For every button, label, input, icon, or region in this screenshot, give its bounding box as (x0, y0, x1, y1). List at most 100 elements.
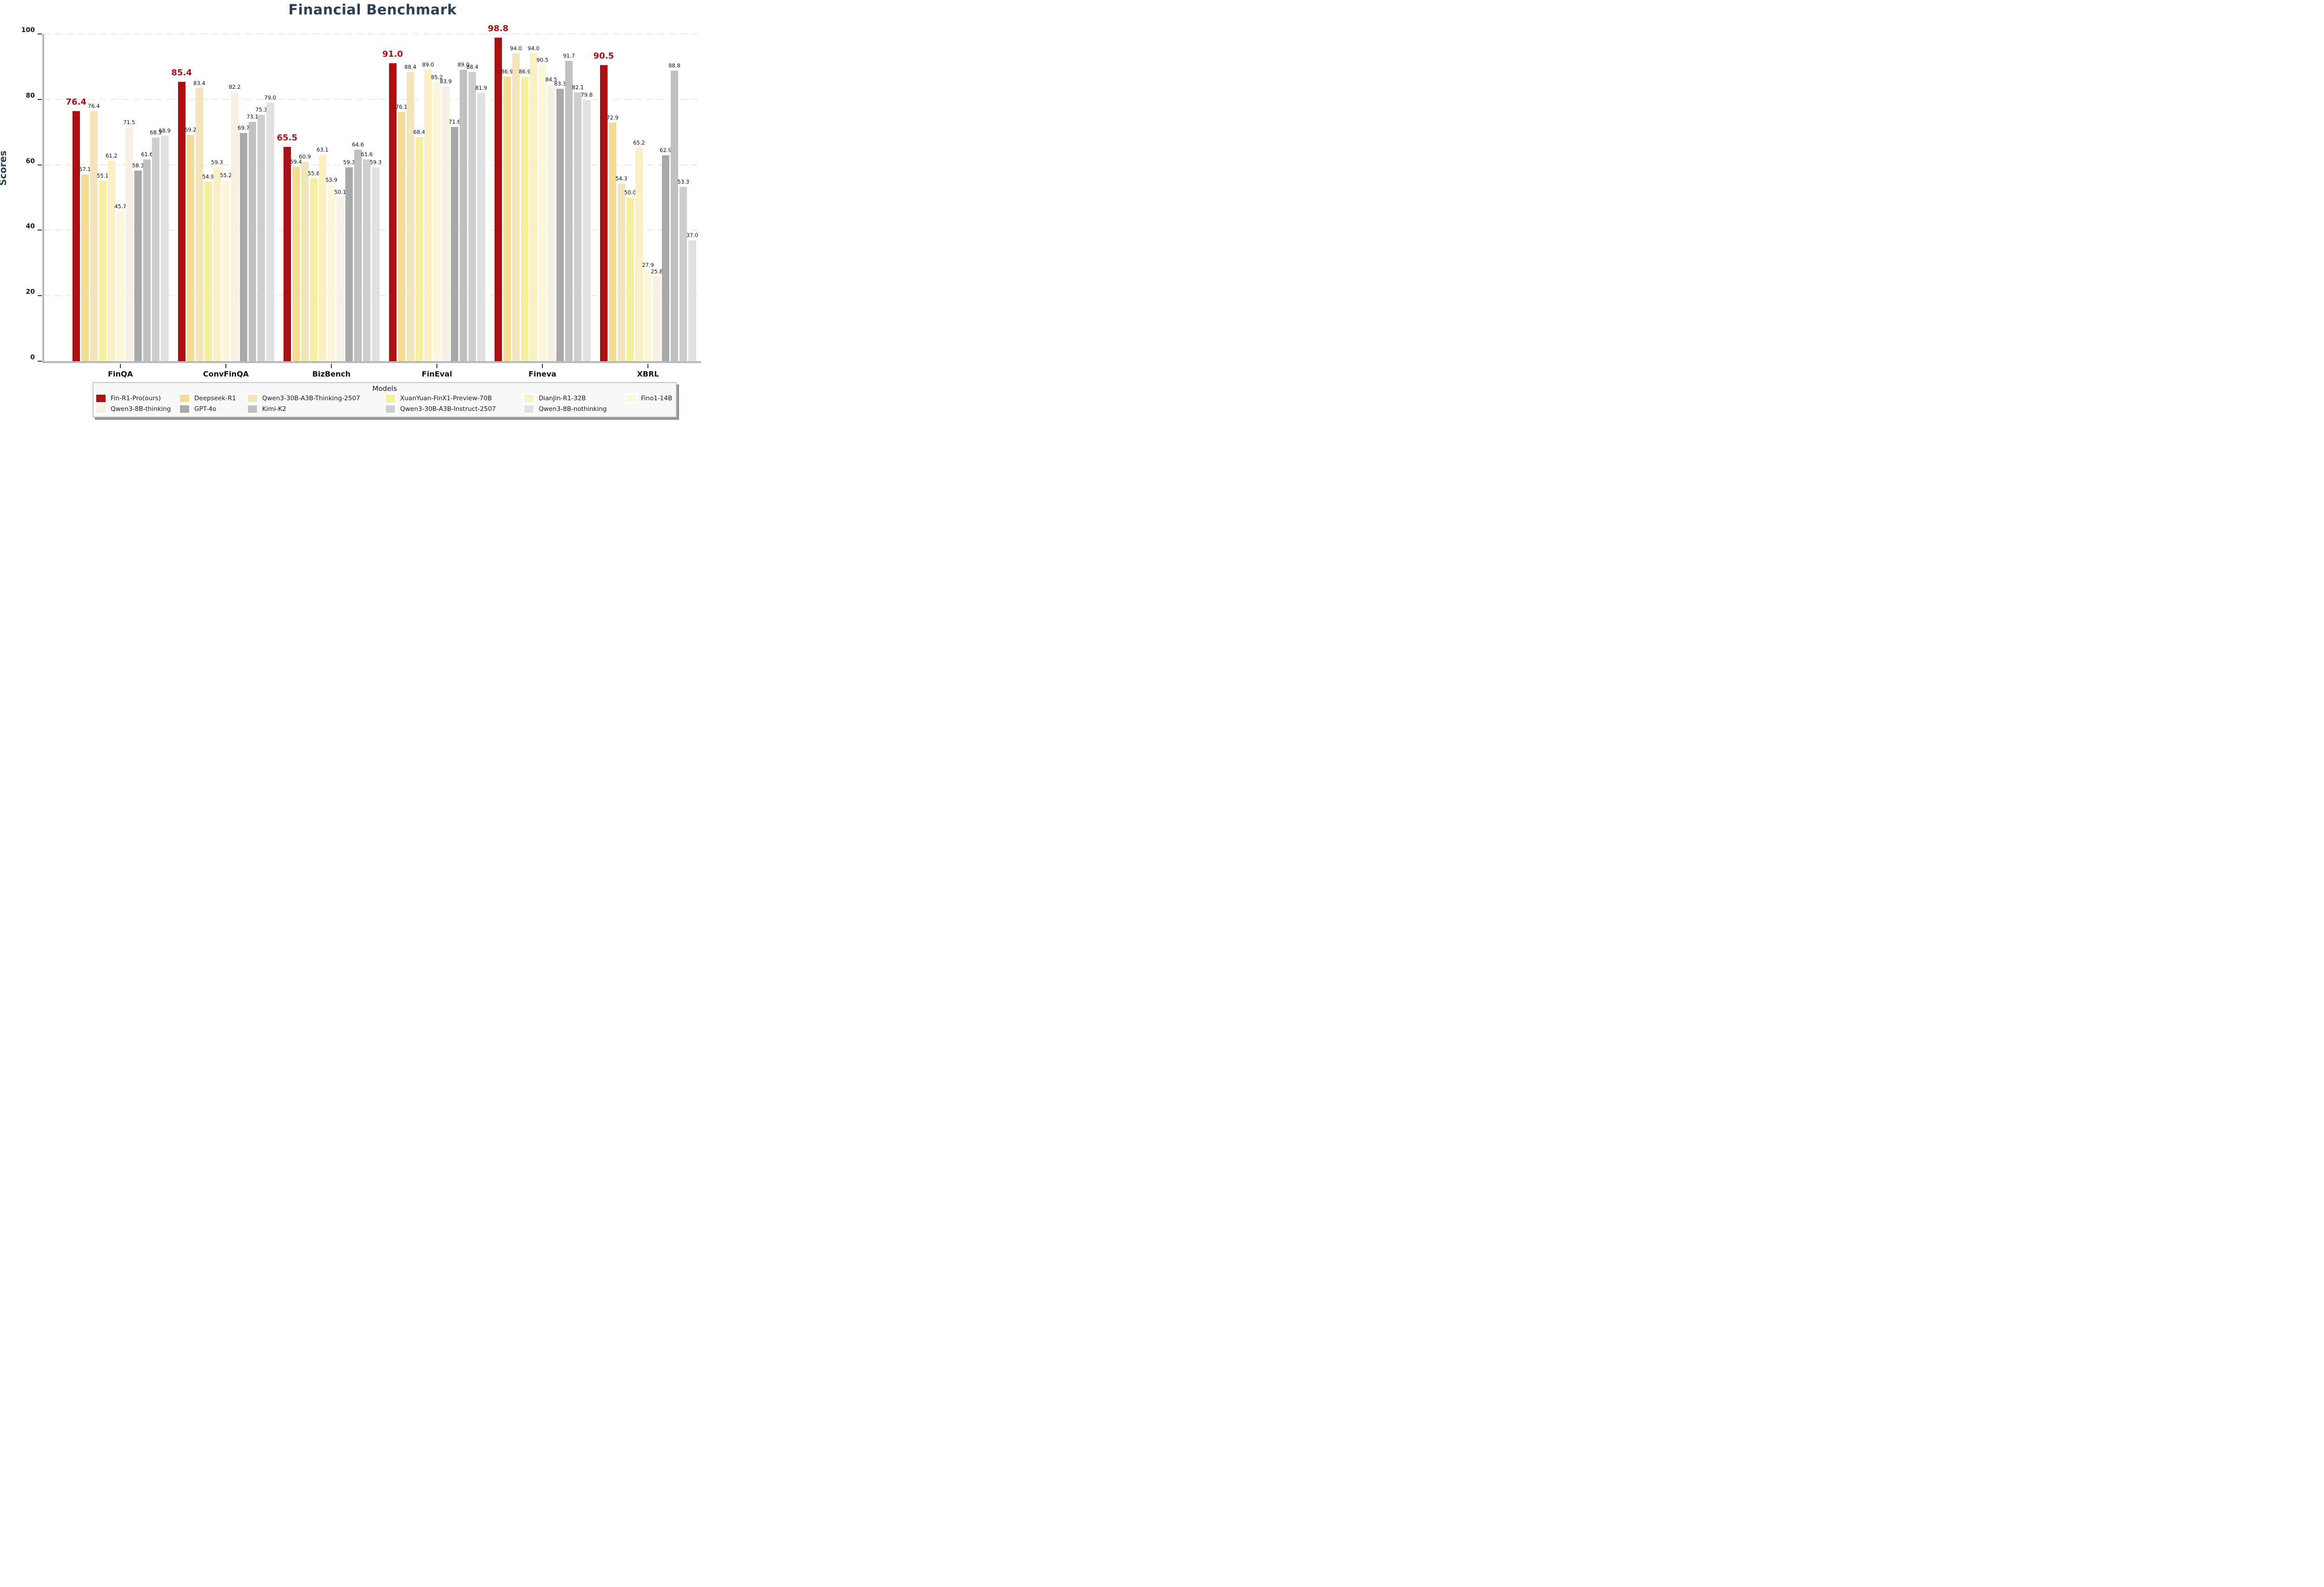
bar-value-label: 76.4 (88, 103, 100, 110)
bar-value-label: 73.1 (246, 113, 258, 120)
category-label-fineval: FinEval (422, 370, 452, 378)
bar (617, 183, 626, 361)
legend-item-label: Kimi-K2 (262, 405, 286, 413)
y-tick-label: 80 (26, 92, 35, 99)
legend-swatch (524, 405, 534, 413)
bar-value-label: 69.2 (184, 126, 197, 133)
x-tick-mark (120, 364, 121, 368)
bar-value-label: 88.8 (668, 62, 680, 69)
bar-value-label: 83.3 (554, 80, 566, 87)
bar (644, 270, 652, 361)
bar-value-label: 79.8 (581, 92, 593, 99)
y-tick-label: 40 (26, 223, 35, 231)
y-tick-label: 100 (21, 26, 35, 34)
legend-swatch (248, 395, 257, 402)
legend-item-label: Qwen3-30B-A3B-Thinking-2507 (262, 395, 360, 402)
bar-value-label: 68.9 (158, 127, 171, 134)
bar-value-label: 91.0 (382, 49, 403, 60)
bar (292, 166, 300, 361)
bar-value-label: 69.7 (238, 125, 250, 132)
x-tick-mark (331, 364, 332, 368)
legend-swatch (524, 395, 534, 402)
bar-value-label: 58.3 (132, 162, 144, 169)
bar-value-label: 98.8 (488, 24, 508, 34)
bar (389, 63, 396, 361)
bar (494, 38, 502, 361)
bar (538, 65, 547, 361)
bar (626, 198, 634, 361)
legend-box: Models Fin-R1-Pro(ours) Deepseek-R1 Qwen3-… (92, 382, 677, 417)
bar (450, 126, 459, 361)
bar (90, 111, 98, 361)
y-tick-mark (38, 33, 42, 34)
x-tick-mark (436, 364, 437, 368)
figure: Financial Benchmark Scores 0 20 40 60 80 100 F… (0, 0, 729, 420)
bar (679, 186, 687, 361)
bar-value-label: 89.0 (457, 61, 469, 68)
bar (231, 92, 239, 361)
bar-value-label: 27.9 (642, 261, 654, 268)
bar (152, 138, 160, 361)
bar (372, 167, 380, 361)
bar-value-label: 89.0 (422, 61, 434, 68)
bar-value-label: 59.3 (211, 159, 223, 165)
y-axis-label: Scores (0, 150, 8, 186)
bar-value-label: 90.5 (593, 51, 614, 61)
category-label-xbrl: XBRL (637, 370, 659, 378)
legend-swatch (96, 395, 106, 402)
bar-value-label: 86.9 (519, 68, 531, 75)
y-tick-mark (38, 99, 42, 100)
legend-swatch (386, 405, 395, 413)
bar-value-label: 71.5 (123, 119, 135, 126)
bar (547, 85, 555, 361)
legend-item-label: GPT-4o (194, 405, 217, 413)
bar (574, 93, 582, 361)
bar (468, 72, 476, 361)
y-axis-spine (42, 34, 44, 363)
bar-value-label: 55.8 (308, 170, 320, 177)
bar-value-label: 83.9 (440, 78, 452, 85)
y-tick-label: 0 (30, 354, 35, 361)
bar (143, 159, 151, 361)
bar (213, 167, 221, 361)
y-tick-mark (38, 361, 42, 362)
bar-value-label: 25.8 (651, 268, 663, 275)
bar (178, 81, 185, 361)
y-tick-mark (38, 295, 42, 297)
bar (608, 122, 617, 361)
bar-value-label: 86.9 (501, 68, 513, 75)
x-tick-mark (542, 364, 543, 368)
bar (318, 154, 327, 361)
bar (442, 86, 450, 361)
bar-value-label: 85.4 (171, 67, 192, 78)
bar-value-label: 75.3 (255, 106, 267, 113)
bar (99, 181, 107, 361)
bar-value-label: 83.4 (193, 79, 205, 86)
bar-value-label: 50.0 (624, 189, 636, 196)
bar-value-label: 60.9 (299, 153, 311, 160)
bar-value-label: 71.6 (449, 118, 461, 125)
legend-item-label: Fin-R1-Pro(ours) (111, 395, 161, 402)
bar-value-label: 76.1 (395, 104, 408, 111)
chart-title: Financial Benchmark (288, 2, 457, 18)
bar (125, 127, 133, 361)
legend-title: Models (372, 384, 397, 393)
legend-swatch (180, 405, 189, 413)
bar (424, 70, 432, 361)
bar-value-label: 59.3 (370, 159, 382, 165)
x-tick-mark (647, 364, 648, 368)
legend-item-label: DianJin-R1-32B (539, 395, 586, 402)
bar-value-label: 72.9 (606, 114, 619, 121)
bar-value-label: 68.4 (413, 129, 425, 136)
bar (336, 197, 344, 361)
bar-value-label: 82.2 (229, 84, 241, 91)
bar (266, 102, 274, 361)
bar (257, 114, 265, 361)
legend-swatch (386, 395, 395, 402)
bar (600, 65, 607, 361)
gridline-80 (44, 99, 701, 100)
bar (354, 150, 362, 361)
bar (107, 161, 116, 361)
bar (345, 167, 353, 361)
bar (248, 122, 257, 361)
